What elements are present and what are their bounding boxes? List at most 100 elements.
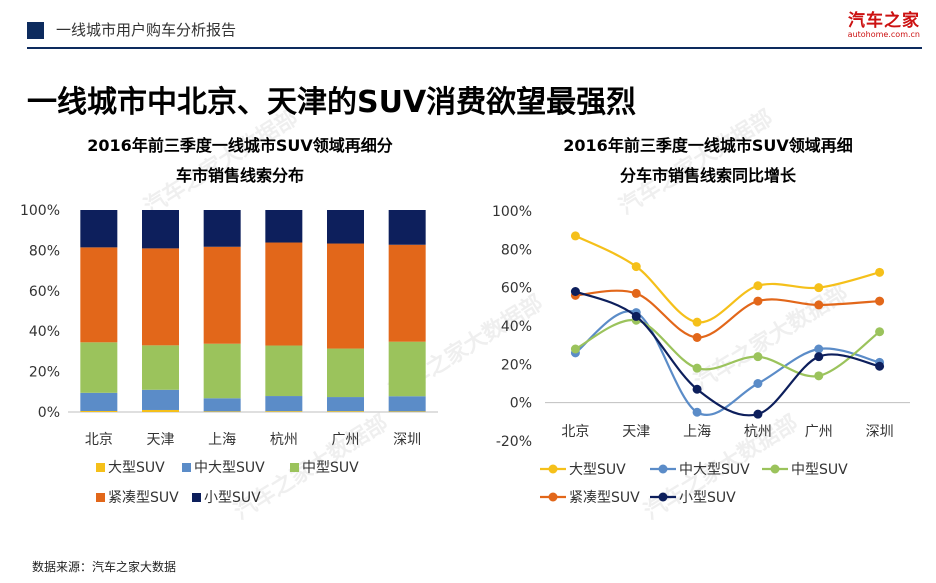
legend-label: 中大型SUV [194, 460, 265, 476]
bar-segment [142, 389, 179, 410]
legend-swatch [182, 463, 191, 472]
data-point [631, 288, 641, 298]
bar-segment [203, 210, 241, 247]
bar-segment [203, 398, 241, 412]
legend-label: 中型SUV [791, 462, 848, 478]
x-tick-label: 天津 [622, 424, 650, 440]
data-point [753, 296, 763, 306]
legend-label: 大型SUV [569, 462, 626, 478]
bar-segment [80, 410, 118, 412]
y-tick-label: 40% [29, 324, 60, 340]
x-tick-label: 天津 [147, 432, 175, 448]
bar-segment [80, 392, 118, 411]
bar-segment [327, 243, 364, 349]
legend-label: 中型SUV [302, 460, 359, 476]
right-chart-title-line2: 分车市销售线索同比增长 [619, 166, 796, 185]
watermark-text: 汽车之家大数据部 [689, 280, 852, 395]
data-source-note: 数据来源：汽车之家大数据 [32, 560, 177, 574]
x-tick-label: 北京 [85, 432, 113, 448]
data-point [631, 311, 641, 321]
legend-label: 紧凑型SUV [569, 489, 640, 506]
legend-marker [658, 492, 668, 502]
x-tick-label: 广州 [332, 432, 360, 448]
bar-segment [388, 244, 426, 342]
bar-segment [203, 246, 241, 344]
y-tick-label: -20% [496, 434, 532, 450]
bar-segment [265, 242, 303, 346]
legend-swatch [96, 493, 105, 502]
x-tick-label: 深圳 [393, 432, 421, 448]
data-point [570, 287, 580, 296]
x-tick-label: 杭州 [270, 432, 298, 448]
data-point [692, 333, 702, 342]
data-point [814, 371, 824, 381]
page-headline: 一线城市中北京、天津的SUV消费欲望最强烈 [27, 85, 637, 120]
y-tick-label: 0% [510, 396, 532, 412]
legend-label: 小型SUV [679, 490, 736, 506]
legend-label: 大型SUV [108, 460, 165, 476]
x-tick-label: 上海 [683, 424, 711, 440]
y-tick-label: 80% [29, 243, 60, 259]
right-chart-title-line1: 2016年前三季度一线城市SUV领域再细 [563, 136, 853, 155]
data-point [875, 296, 885, 306]
left-chart-title: 2016年前三季度一线城市SUV领域再细分 车市销售线索分布 [30, 131, 450, 191]
x-tick-label: 杭州 [744, 424, 772, 440]
legend-label: 紧凑型SUV [108, 489, 179, 506]
data-point [814, 300, 824, 310]
x-tick-label: 上海 [208, 432, 236, 448]
data-point [753, 409, 763, 419]
y-tick-label: 100% [492, 204, 532, 220]
series-line [574, 319, 881, 378]
right-chart-title: 2016年前三季度一线城市SUV领域再细 分车市销售线索同比增长 [498, 131, 918, 191]
bar-segment [142, 210, 179, 249]
data-point [814, 352, 824, 362]
bar-segment [265, 345, 303, 397]
data-point [753, 379, 763, 388]
x-tick-label: 深圳 [866, 424, 894, 440]
bar-segment [388, 210, 426, 245]
y-tick-label: 80% [501, 242, 532, 258]
legend-swatch [96, 463, 105, 472]
legend-swatch [192, 493, 201, 502]
data-point [875, 267, 885, 277]
bar-segment [265, 396, 303, 412]
header-divider [27, 47, 922, 49]
y-tick-label: 60% [501, 281, 532, 297]
left-chart-title-line2: 车市销售线索分布 [175, 166, 304, 185]
bar-segment [80, 247, 118, 343]
autohome-logo: 汽车之家 autohome.com.cn [848, 12, 920, 39]
watermark-text: 汽车之家大数据部 [139, 105, 302, 220]
data-point [814, 344, 824, 354]
data-point [692, 384, 702, 394]
bar-segment [80, 342, 118, 393]
bar-segment [327, 210, 364, 244]
data-point [753, 281, 763, 291]
legend-marker [770, 464, 780, 474]
y-tick-label: 60% [29, 284, 60, 300]
bar-segment [388, 411, 426, 412]
y-tick-label: 20% [501, 357, 532, 373]
data-point [570, 344, 580, 354]
bar-segment [265, 210, 303, 243]
data-point [875, 361, 885, 371]
legend-label: 小型SUV [204, 490, 261, 506]
data-point [875, 327, 885, 337]
data-point [692, 363, 702, 373]
header-square [27, 22, 44, 39]
legend-marker [548, 464, 558, 474]
logo-url-text: autohome.com.cn [847, 30, 920, 39]
bar-segment [203, 411, 241, 412]
bar-segment [142, 409, 179, 412]
data-point [631, 262, 641, 272]
data-point [570, 231, 580, 241]
x-tick-label: 广州 [805, 424, 833, 440]
legend-marker [548, 492, 558, 502]
data-point [692, 407, 702, 417]
data-point [753, 352, 763, 362]
y-tick-label: 20% [29, 365, 60, 381]
watermark-text: 汽车之家大数据部 [614, 105, 777, 220]
legend-label: 中大型SUV [679, 462, 750, 478]
